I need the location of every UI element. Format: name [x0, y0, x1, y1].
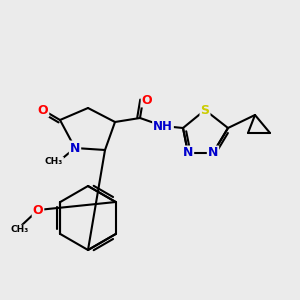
Text: N: N	[70, 142, 80, 154]
Text: CH₃: CH₃	[11, 226, 29, 235]
Text: S: S	[200, 103, 209, 116]
Text: O: O	[142, 94, 152, 106]
Text: O: O	[38, 103, 48, 116]
Text: N: N	[208, 146, 218, 160]
Text: NH: NH	[153, 119, 173, 133]
Text: CH₃: CH₃	[45, 158, 63, 166]
Text: O: O	[33, 203, 43, 217]
Text: N: N	[183, 146, 193, 160]
